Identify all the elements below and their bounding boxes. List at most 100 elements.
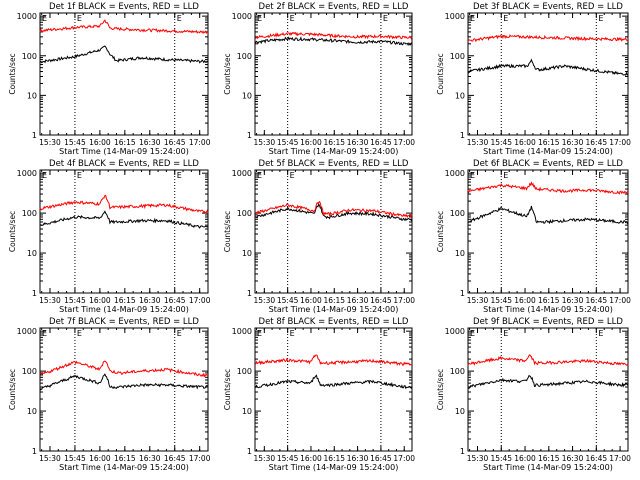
plot-frame — [467, 327, 629, 452]
x-tick-label: 16:15 — [323, 138, 345, 147]
marker-label: E — [42, 329, 47, 338]
x-axis-label: Start Time (14-Mar-09 15:24:00) — [269, 463, 399, 472]
x-tick-label: 15:30 — [39, 454, 61, 463]
x-tick-label: 16:45 — [370, 138, 392, 147]
x-tick-label: 16:45 — [586, 454, 608, 463]
x-tick-label: 15:30 — [254, 138, 276, 147]
marker-label: E — [77, 171, 82, 180]
x-tick-label: 17:00 — [609, 138, 631, 147]
series-events-line — [39, 210, 209, 229]
x-tick-label: 16:15 — [323, 296, 345, 305]
plot-frame — [467, 12, 629, 136]
y-axis-label: Counts/sec — [223, 211, 232, 252]
x-tick-label: 16:15 — [114, 454, 136, 463]
series-events-line — [254, 36, 413, 47]
panel-det-5: Det 5f BLACK = Events, RED = LLD 15:30 15:… — [223, 159, 415, 314]
x-tick-label: 16:00 — [514, 296, 536, 305]
x-tick-label: 16:30 — [139, 454, 161, 463]
x-tick-label: 16:15 — [538, 138, 560, 147]
x-tick-label: 15:45 — [64, 296, 86, 305]
marker-label: E — [503, 329, 508, 338]
x-tick-label: 17:00 — [393, 138, 415, 147]
y-tick-label: 1 — [247, 447, 252, 456]
y-tick-label: 1000 — [445, 169, 465, 178]
x-axis-label: Start Time (14-Mar-09 15:24:00) — [269, 147, 399, 156]
panel-det-6: Det 6f BLACK = Events, RED = LLD 15:30 15:… — [436, 159, 631, 314]
x-tick-label: 16:30 — [347, 296, 369, 305]
series-lld-line — [39, 360, 209, 378]
x-tick-label: 16:00 — [300, 296, 322, 305]
y-tick-label: 10 — [242, 91, 252, 100]
y-tick-label: 100 — [450, 209, 465, 218]
x-tick-label: 15:45 — [277, 454, 299, 463]
x-tick-label: 17:00 — [189, 296, 211, 305]
y-tick-label: 1000 — [17, 12, 37, 21]
series-lld-line — [39, 194, 209, 214]
marker-label: E — [383, 14, 388, 23]
x-tick-label: 16:00 — [300, 138, 322, 147]
panel-title: Det 9f BLACK = Events, RED = LLD — [473, 317, 623, 327]
series-events-line — [467, 374, 629, 389]
x-tick-label: 16:45 — [370, 454, 392, 463]
marker-label: E — [470, 171, 475, 180]
panel-det-1: Det 1f BLACK = Events, RED = LLD 15:30 15:… — [8, 2, 211, 156]
panel-det-3: Det 3f BLACK = Events, RED = LLD 15:30 15:… — [436, 2, 631, 156]
x-tick-label: 16:00 — [300, 454, 322, 463]
y-tick-label: 10 — [242, 407, 252, 416]
y-tick-label: 100 — [237, 367, 252, 376]
y-tick-label: 10 — [27, 407, 37, 416]
x-tick-label: 16:30 — [347, 454, 369, 463]
x-tick-label: 16:45 — [586, 138, 608, 147]
y-tick-label: 1000 — [232, 169, 252, 178]
plot-frame — [39, 327, 209, 452]
x-tick-label: 15:45 — [490, 138, 512, 147]
marker-label: E — [383, 329, 388, 338]
panel-det-9: Det 9f BLACK = Events, RED = LLD 15:30 15:… — [436, 317, 631, 472]
y-axis-label: Counts/sec — [436, 53, 445, 94]
marker-label: E — [290, 329, 295, 338]
series-lld-line — [39, 19, 209, 34]
series-events-line — [254, 203, 413, 222]
plot-frame — [254, 12, 413, 136]
y-tick-label: 1 — [247, 131, 252, 140]
x-tick-label: 16:30 — [562, 296, 584, 305]
x-tick-label: 16:30 — [139, 296, 161, 305]
marker-label: E — [470, 14, 475, 23]
marker-label: E — [598, 171, 603, 180]
marker-label: E — [77, 14, 82, 23]
marker-label: E — [503, 171, 508, 180]
x-tick-label: 16:30 — [139, 138, 161, 147]
x-tick-label: 16:45 — [370, 296, 392, 305]
panel-title: Det 4f BLACK = Events, RED = LLD — [49, 159, 199, 169]
x-axis-label: Start Time (14-Mar-09 15:24:00) — [483, 147, 613, 156]
y-tick-label: 1 — [32, 131, 37, 140]
marker-label: E — [177, 329, 182, 338]
x-tick-label: 16:00 — [89, 454, 111, 463]
x-axis-label: Start Time (14-Mar-09 15:24:00) — [483, 463, 613, 472]
panel-title: Det 6f BLACK = Events, RED = LLD — [473, 159, 623, 169]
x-tick-label: 16:00 — [89, 138, 111, 147]
x-tick-label: 16:30 — [562, 454, 584, 463]
x-tick-label: 17:00 — [609, 454, 631, 463]
plot-frame — [467, 169, 629, 294]
y-tick-label: 10 — [455, 407, 465, 416]
y-tick-label: 100 — [22, 52, 37, 61]
y-tick-label: 1000 — [17, 327, 37, 336]
marker-label: E — [383, 171, 388, 180]
y-tick-label: 10 — [455, 249, 465, 258]
y-axis-label: Counts/sec — [8, 211, 17, 252]
y-tick-label: 1 — [32, 447, 37, 456]
x-tick-label: 16:45 — [164, 454, 186, 463]
x-tick-label: 16:15 — [114, 296, 136, 305]
series-lld-line — [467, 34, 628, 43]
series-lld-line — [254, 31, 413, 40]
x-axis-label: Start Time (14-Mar-09 15:24:00) — [59, 305, 189, 314]
series-lld-line — [254, 354, 413, 366]
y-axis-label: Counts/sec — [8, 369, 17, 410]
x-axis-label: Start Time (14-Mar-09 15:24:00) — [483, 305, 613, 314]
x-tick-label: 15:30 — [467, 138, 489, 147]
y-tick-label: 10 — [27, 249, 37, 258]
y-tick-label: 1000 — [445, 12, 465, 21]
x-tick-label: 15:45 — [277, 138, 299, 147]
